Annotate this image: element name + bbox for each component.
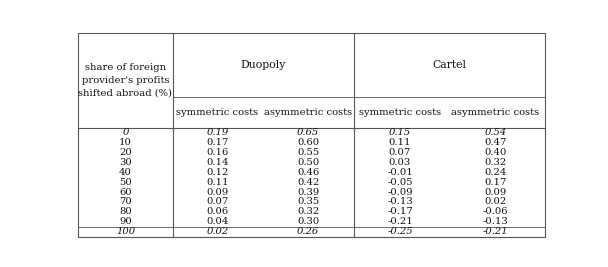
Text: 0.02: 0.02 bbox=[484, 197, 506, 206]
Text: 0.04: 0.04 bbox=[206, 217, 229, 226]
Text: 50: 50 bbox=[119, 178, 132, 187]
Text: 0.42: 0.42 bbox=[297, 178, 319, 187]
Text: 0.46: 0.46 bbox=[297, 168, 319, 177]
Text: 90: 90 bbox=[119, 217, 132, 226]
Text: 0: 0 bbox=[122, 128, 129, 137]
Text: 0.55: 0.55 bbox=[297, 148, 319, 157]
Text: 0.07: 0.07 bbox=[206, 197, 229, 206]
Text: 0.14: 0.14 bbox=[206, 158, 229, 167]
Text: 0.47: 0.47 bbox=[484, 138, 506, 147]
Text: -0.21: -0.21 bbox=[387, 217, 413, 226]
Text: -0.05: -0.05 bbox=[387, 178, 413, 187]
Text: 0.11: 0.11 bbox=[206, 178, 229, 187]
Text: 0.30: 0.30 bbox=[297, 217, 319, 226]
Text: 0.19: 0.19 bbox=[206, 128, 229, 137]
Text: 0.65: 0.65 bbox=[297, 128, 319, 137]
Text: 10: 10 bbox=[119, 138, 132, 147]
Text: symmetric costs: symmetric costs bbox=[176, 108, 258, 117]
Text: 0.54: 0.54 bbox=[484, 128, 506, 137]
Text: 60: 60 bbox=[119, 187, 132, 197]
Text: 0.15: 0.15 bbox=[389, 128, 411, 137]
Text: 0.11: 0.11 bbox=[389, 138, 411, 147]
Text: -0.06: -0.06 bbox=[483, 207, 508, 216]
Text: -0.13: -0.13 bbox=[483, 217, 508, 226]
Text: -0.17: -0.17 bbox=[387, 207, 413, 216]
Text: 100: 100 bbox=[116, 227, 135, 236]
Text: -0.09: -0.09 bbox=[387, 187, 413, 197]
Text: 40: 40 bbox=[119, 168, 132, 177]
Text: 0.26: 0.26 bbox=[297, 227, 319, 236]
Text: 0.09: 0.09 bbox=[484, 187, 506, 197]
Text: 0.07: 0.07 bbox=[389, 148, 411, 157]
Text: share of foreign
provider's profits
shifted abroad (%): share of foreign provider's profits shif… bbox=[78, 63, 173, 97]
Text: 0.32: 0.32 bbox=[484, 158, 506, 167]
Text: 0.60: 0.60 bbox=[297, 138, 319, 147]
Text: 0.35: 0.35 bbox=[297, 197, 319, 206]
Text: asymmetric costs: asymmetric costs bbox=[451, 108, 539, 117]
Text: -0.13: -0.13 bbox=[387, 197, 413, 206]
Text: 0.50: 0.50 bbox=[297, 158, 319, 167]
Text: -0.25: -0.25 bbox=[387, 227, 413, 236]
Text: 0.12: 0.12 bbox=[206, 168, 229, 177]
Text: -0.21: -0.21 bbox=[483, 227, 508, 236]
Text: 20: 20 bbox=[119, 148, 132, 157]
Text: 0.39: 0.39 bbox=[297, 187, 319, 197]
Text: 30: 30 bbox=[119, 158, 132, 167]
Text: 0.06: 0.06 bbox=[206, 207, 229, 216]
Text: -0.01: -0.01 bbox=[387, 168, 413, 177]
Text: 0.24: 0.24 bbox=[484, 168, 506, 177]
Text: 70: 70 bbox=[119, 197, 132, 206]
Text: symmetric costs: symmetric costs bbox=[359, 108, 441, 117]
Text: 80: 80 bbox=[119, 207, 132, 216]
Text: 0.02: 0.02 bbox=[206, 227, 229, 236]
Text: 0.17: 0.17 bbox=[484, 178, 506, 187]
Text: Duopoly: Duopoly bbox=[241, 60, 286, 70]
Text: 0.09: 0.09 bbox=[206, 187, 229, 197]
Text: 0.16: 0.16 bbox=[206, 148, 229, 157]
Text: 0.17: 0.17 bbox=[206, 138, 229, 147]
Text: Cartel: Cartel bbox=[432, 60, 466, 70]
Text: 0.32: 0.32 bbox=[297, 207, 319, 216]
Text: asymmetric costs: asymmetric costs bbox=[264, 108, 352, 117]
Text: 0.03: 0.03 bbox=[389, 158, 411, 167]
Text: 0.40: 0.40 bbox=[484, 148, 506, 157]
